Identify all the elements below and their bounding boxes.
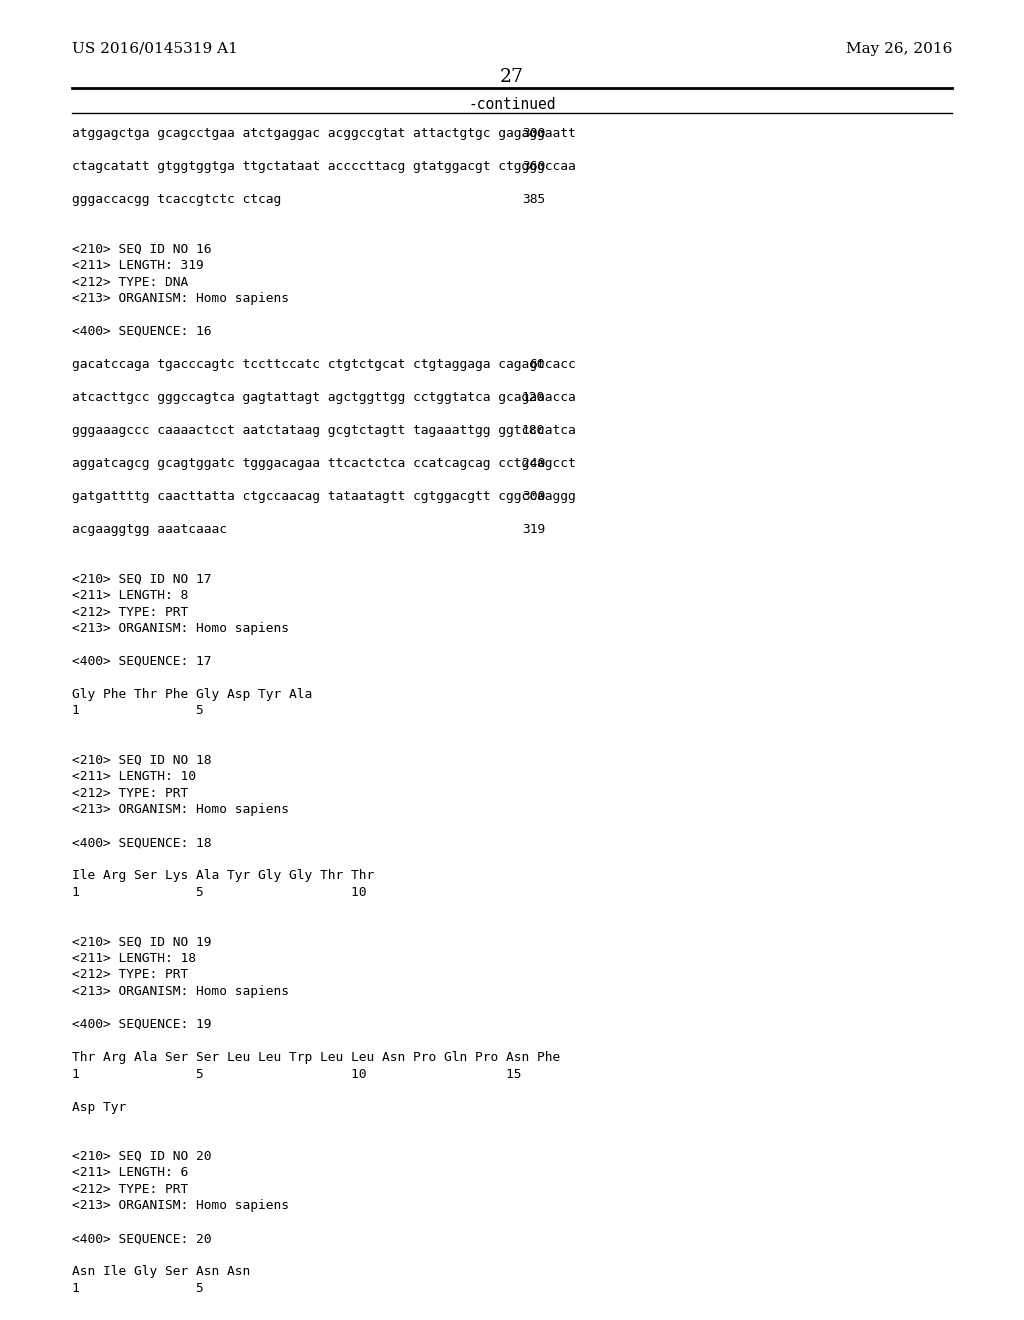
Text: <213> ORGANISM: Homo sapiens: <213> ORGANISM: Homo sapiens [72, 1200, 289, 1213]
Text: 120: 120 [522, 391, 545, 404]
Text: atcacttgcc gggccagtca gagtattagt agctggttgg cctggtatca gcagaaacca: atcacttgcc gggccagtca gagtattagt agctggt… [72, 391, 575, 404]
Text: 360: 360 [522, 160, 545, 173]
Text: <212> TYPE: DNA: <212> TYPE: DNA [72, 276, 188, 289]
Text: Thr Arg Ala Ser Ser Leu Leu Trp Leu Leu Asn Pro Gln Pro Asn Phe: Thr Arg Ala Ser Ser Leu Leu Trp Leu Leu … [72, 1051, 560, 1064]
Text: 1               5: 1 5 [72, 705, 204, 718]
Text: <213> ORGANISM: Homo sapiens: <213> ORGANISM: Homo sapiens [72, 804, 289, 817]
Text: <210> SEQ ID NO 19: <210> SEQ ID NO 19 [72, 936, 212, 949]
Text: <212> TYPE: PRT: <212> TYPE: PRT [72, 1183, 188, 1196]
Text: <212> TYPE: PRT: <212> TYPE: PRT [72, 606, 188, 619]
Text: <210> SEQ ID NO 20: <210> SEQ ID NO 20 [72, 1150, 212, 1163]
Text: 1               5: 1 5 [72, 1282, 204, 1295]
Text: US 2016/0145319 A1: US 2016/0145319 A1 [72, 42, 238, 55]
Text: ctagcatatt gtggtggtga ttgctataat accccttacg gtatggacgt ctggggccaa: ctagcatatt gtggtggtga ttgctataat acccctt… [72, 160, 575, 173]
Text: Asp Tyr: Asp Tyr [72, 1101, 126, 1114]
Text: May 26, 2016: May 26, 2016 [846, 42, 952, 55]
Text: gacatccaga tgacccagtc tccttccatc ctgtctgcat ctgtaggaga cagagtcacc: gacatccaga tgacccagtc tccttccatc ctgtctg… [72, 358, 575, 371]
Text: Ile Arg Ser Lys Ala Tyr Gly Gly Thr Thr: Ile Arg Ser Lys Ala Tyr Gly Gly Thr Thr [72, 870, 374, 883]
Text: <400> SEQUENCE: 20: <400> SEQUENCE: 20 [72, 1233, 212, 1246]
Text: 1               5                   10                  15: 1 5 10 15 [72, 1068, 521, 1081]
Text: <400> SEQUENCE: 16: <400> SEQUENCE: 16 [72, 325, 212, 338]
Text: <211> LENGTH: 18: <211> LENGTH: 18 [72, 952, 196, 965]
Text: -continued: -continued [468, 96, 556, 112]
Text: <210> SEQ ID NO 18: <210> SEQ ID NO 18 [72, 754, 212, 767]
Text: Gly Phe Thr Phe Gly Asp Tyr Ala: Gly Phe Thr Phe Gly Asp Tyr Ala [72, 688, 312, 701]
Text: 385: 385 [522, 193, 545, 206]
Text: aggatcagcg gcagtggatc tgggacagaa ttcactctca ccatcagcag cctgcagcct: aggatcagcg gcagtggatc tgggacagaa ttcactc… [72, 457, 575, 470]
Text: 300: 300 [522, 127, 545, 140]
Text: <400> SEQUENCE: 18: <400> SEQUENCE: 18 [72, 837, 212, 850]
Text: 1               5                   10: 1 5 10 [72, 886, 367, 899]
Text: <211> LENGTH: 319: <211> LENGTH: 319 [72, 259, 204, 272]
Text: <213> ORGANISM: Homo sapiens: <213> ORGANISM: Homo sapiens [72, 292, 289, 305]
Text: 240: 240 [522, 457, 545, 470]
Text: gatgattttg caacttatta ctgccaacag tataatagtt cgtggacgtt cggccaaggg: gatgattttg caacttatta ctgccaacag tataata… [72, 490, 575, 503]
Text: atggagctga gcagcctgaa atctgaggac acggccgtat attactgtgc gagaggaatt: atggagctga gcagcctgaa atctgaggac acggccg… [72, 127, 575, 140]
Text: 180: 180 [522, 424, 545, 437]
Text: <211> LENGTH: 8: <211> LENGTH: 8 [72, 589, 188, 602]
Text: gggaaagccc caaaactcct aatctataag gcgtctagtt tagaaattgg ggtcccatca: gggaaagccc caaaactcct aatctataag gcgtcta… [72, 424, 575, 437]
Text: 60: 60 [529, 358, 545, 371]
Text: <400> SEQUENCE: 19: <400> SEQUENCE: 19 [72, 1018, 212, 1031]
Text: Asn Ile Gly Ser Asn Asn: Asn Ile Gly Ser Asn Asn [72, 1266, 250, 1279]
Text: <211> LENGTH: 10: <211> LENGTH: 10 [72, 771, 196, 784]
Text: acgaaggtgg aaatcaaac: acgaaggtgg aaatcaaac [72, 523, 227, 536]
Text: gggaccacgg tcaccgtctc ctcag: gggaccacgg tcaccgtctc ctcag [72, 193, 282, 206]
Text: <212> TYPE: PRT: <212> TYPE: PRT [72, 969, 188, 982]
Text: <400> SEQUENCE: 17: <400> SEQUENCE: 17 [72, 655, 212, 668]
Text: <213> ORGANISM: Homo sapiens: <213> ORGANISM: Homo sapiens [72, 985, 289, 998]
Text: 300: 300 [522, 490, 545, 503]
Text: 319: 319 [522, 523, 545, 536]
Text: <213> ORGANISM: Homo sapiens: <213> ORGANISM: Homo sapiens [72, 622, 289, 635]
Text: <210> SEQ ID NO 16: <210> SEQ ID NO 16 [72, 243, 212, 256]
Text: 27: 27 [500, 69, 524, 86]
Text: <212> TYPE: PRT: <212> TYPE: PRT [72, 787, 188, 800]
Text: <210> SEQ ID NO 17: <210> SEQ ID NO 17 [72, 573, 212, 586]
Text: <211> LENGTH: 6: <211> LENGTH: 6 [72, 1167, 188, 1180]
